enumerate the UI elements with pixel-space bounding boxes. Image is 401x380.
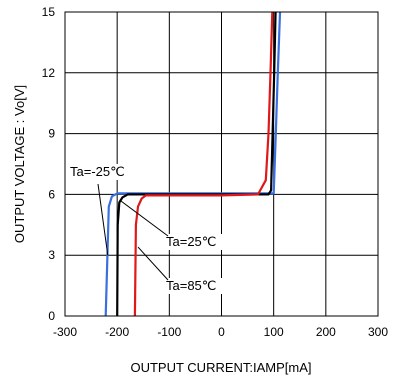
series-line-0 [104,12,282,316]
y-axis-label: OUTPUT VOLTAGE : Vo[V] [12,85,27,243]
annotation-2: Ta=85℃ [137,246,234,294]
plot-frame [64,11,379,317]
annotations: Ta=-25℃ Ta=25℃ Ta=85℃ [68,164,234,294]
y-tick-labels: 0 3 6 9 12 15 [42,5,56,323]
x-tick-label: 200 [316,325,336,339]
series-line-2 [133,12,274,316]
x-tick-labels: -300 -200 -100 0 100 200 300 [53,325,388,339]
annotation-bg [164,234,234,250]
annotation-label: Ta=25℃ [166,234,216,249]
series-group [104,12,282,316]
x-tick-label: 0 [218,325,225,339]
y-tick-label: 6 [48,187,55,201]
x-axis-label: OUTPUT CURRENT:IAMP[mA] [130,360,311,375]
annotation-bg [164,278,234,294]
y-tick-label: 9 [48,127,55,141]
y-tick-label: 12 [42,66,56,80]
x-tick-label: 300 [368,325,388,339]
x-tick-label: 100 [264,325,284,339]
x-tick-label: -300 [53,325,77,339]
annotation-1: Ta=25℃ [119,200,234,250]
annotation-0: Ta=-25℃ [68,164,138,256]
x-tick-label: -200 [105,325,129,339]
annotation-leader [137,246,169,281]
annotation-label: Ta=85℃ [166,278,216,293]
y-tick-label: 15 [42,5,56,19]
annotation-bg [68,164,138,180]
annotation-leader [119,200,169,237]
series-line-1 [116,12,277,316]
y-tick-label: 3 [48,248,55,262]
x-tick-label: -100 [157,325,181,339]
y-tick-label: 0 [48,309,55,323]
annotation-label: Ta=-25℃ [70,164,125,179]
annotation-leader [97,183,109,256]
